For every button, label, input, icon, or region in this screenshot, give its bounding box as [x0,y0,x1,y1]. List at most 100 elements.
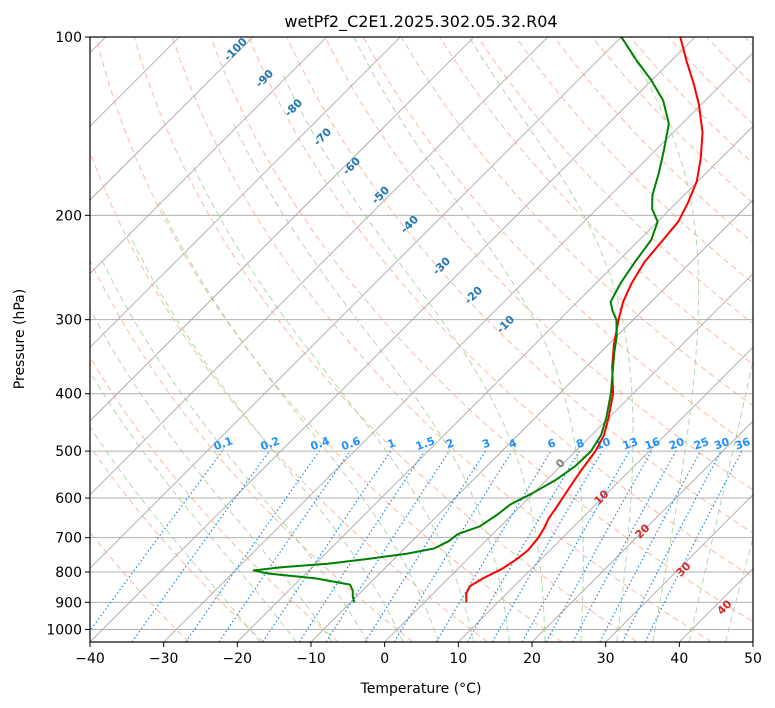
temperature-profile-line [465,37,704,603]
isotherm-line [237,125,753,642]
x-tick-label: −40 [75,651,105,667]
mixing-ratio-line [325,450,450,642]
mixing-ratio-label: 3 [480,436,492,451]
dry-adiabat-label: -20 [462,283,485,306]
dry-adiabat-line [133,37,638,642]
dry-adiabat-line [668,37,753,125]
moist-adiabat-line [468,37,634,642]
mixing-ratio-line [218,450,351,642]
y-tick-label: 1000 [46,622,82,638]
isotherm-line [90,37,696,642]
mixing-ratio-label: 0.6 [340,434,363,453]
moist-adiabat-line [233,123,510,642]
moist-adiabat-line [90,426,261,642]
moist-adiabat-label: 0 [553,456,568,471]
isotherm-line [163,52,753,642]
dry-adiabat-line [171,37,712,642]
dry-adiabat-line [286,37,753,534]
isotherm-line [679,567,753,642]
isotherm-line [310,199,753,642]
moist-adiabat-label: 40 [715,597,735,617]
mixing-ratio-line [599,450,702,642]
y-tick-label: 200 [55,208,82,224]
dry-adiabat-line [90,445,264,642]
chart-title: wetPf2_C2E1.2025.302.05.32.R04 [284,12,557,32]
dry-adiabat-label: -70 [311,125,334,148]
plot-area: -100-90 -80 -70 -60 -50 -40 -30 -20 -10 0.1 0.2 0.4… [90,35,753,642]
dry-adiabat-label: -50 [369,183,392,206]
mixing-ratio-label: 25 [692,435,711,452]
moist-adiabat-label: 10 [592,487,612,507]
y-tick-label: 100 [55,30,82,46]
x-tick-label: −20 [223,651,253,667]
dry-adiabat-label: -80 [282,96,305,119]
x-tick-label: −10 [296,651,326,667]
dry-adiabat-line [591,37,753,204]
x-axis-label: Temperature (°C) [360,681,482,697]
mixing-ratio-label: 2 [444,436,456,451]
mixing-ratio-label: 20 [667,435,686,453]
dry-adiabat-line [706,37,753,86]
y-axis-label: Pressure (hPa) [12,289,28,389]
dry-adiabat-line [210,37,753,623]
dry-adiabat-label: -10 [494,313,517,336]
mixing-ratio-label: 36 [733,435,752,453]
dry-adiabat-line [90,356,339,642]
moist-adiabat-line [192,165,475,642]
dry-adiabat-line [515,37,753,284]
dry-adiabat-line [95,37,563,642]
mixing-ratio-line [185,450,320,642]
dry-adiabat-label: -100 [221,35,250,64]
x-tick-label: 40 [670,651,688,667]
moist-adiabat-label: 30 [674,559,694,579]
mixing-ratio-label: 0.4 [309,434,332,453]
plot-frame [89,36,754,643]
moist-adiabat-line [353,37,584,642]
y-tick-label: 900 [55,595,82,611]
mixing-ratio-line [131,450,270,642]
mixing-ratio-line [572,450,677,642]
axes: −40 −30 −20 −10 0 10 20 30 40 5010020030040050060… [46,30,762,667]
isotherm-line [90,37,548,496]
isotherm-line [752,641,753,642]
dewpoint-profile-line [252,37,670,603]
isotherm-line [90,37,327,275]
moist-adiabat-line [128,233,404,642]
x-tick-label: 30 [597,651,615,667]
mixing-ratio-line [298,450,425,642]
moist-adiabat-line [99,256,369,642]
isotherm-line [90,37,254,201]
mixing-ratio-label: 13 [621,435,640,452]
dry-adiabat-line [324,37,753,491]
dry-adiabat-line [90,259,414,642]
mixing-ratio-line [393,450,513,642]
x-tick-label: 20 [523,651,541,667]
mixing-ratio-line [545,450,653,642]
mixing-ratio-label: 8 [574,436,586,451]
moist-adiabat-line [158,201,439,642]
dry-adiabat-line [553,37,753,244]
isotherm-line [90,37,401,348]
mixing-ratio-label: 1.5 [414,434,437,453]
dry-adiabat-line [248,37,753,578]
x-tick-label: 0 [380,651,389,667]
isotherm-line [605,494,753,642]
mixing-ratio-line [644,450,743,642]
x-tick-label: 10 [449,651,467,667]
isotherm-line [384,273,753,642]
mixing-ratio-label: 0.2 [259,434,282,453]
moist-adiabat-line [90,370,297,642]
mixing-ratio-label: 1 [386,436,398,451]
moist-adiabat-line [281,72,546,642]
moist-adiabat-line [688,358,753,642]
moist-adiabat-line [620,37,700,642]
y-tick-label: 700 [55,531,82,547]
moist-adiabat-line [90,308,333,642]
mixing-ratio-label: 4 [507,436,519,451]
mixing-ratio-line [90,450,223,632]
x-tick-label: −30 [149,651,179,667]
y-tick-label: 300 [55,313,82,329]
y-tick-label: 600 [55,491,82,507]
isotherm-line [458,346,753,642]
